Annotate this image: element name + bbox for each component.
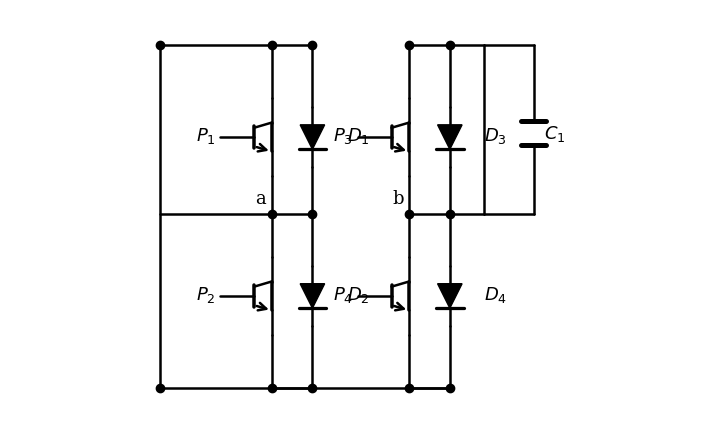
Polygon shape xyxy=(300,125,325,150)
Polygon shape xyxy=(300,284,325,309)
Text: $D_2$: $D_2$ xyxy=(347,284,370,304)
Text: $P_3$: $P_3$ xyxy=(333,125,353,145)
Text: $P_1$: $P_1$ xyxy=(196,125,215,145)
Text: $D_4$: $D_4$ xyxy=(484,284,507,304)
Polygon shape xyxy=(438,284,462,309)
Text: $D_1$: $D_1$ xyxy=(347,125,370,145)
Text: a: a xyxy=(255,190,266,207)
Text: b: b xyxy=(393,190,404,207)
Text: $D_3$: $D_3$ xyxy=(484,125,507,145)
Polygon shape xyxy=(438,125,462,150)
Text: $C_1$: $C_1$ xyxy=(544,124,566,143)
Text: $P_2$: $P_2$ xyxy=(196,284,215,304)
Text: $P_4$: $P_4$ xyxy=(333,284,353,304)
